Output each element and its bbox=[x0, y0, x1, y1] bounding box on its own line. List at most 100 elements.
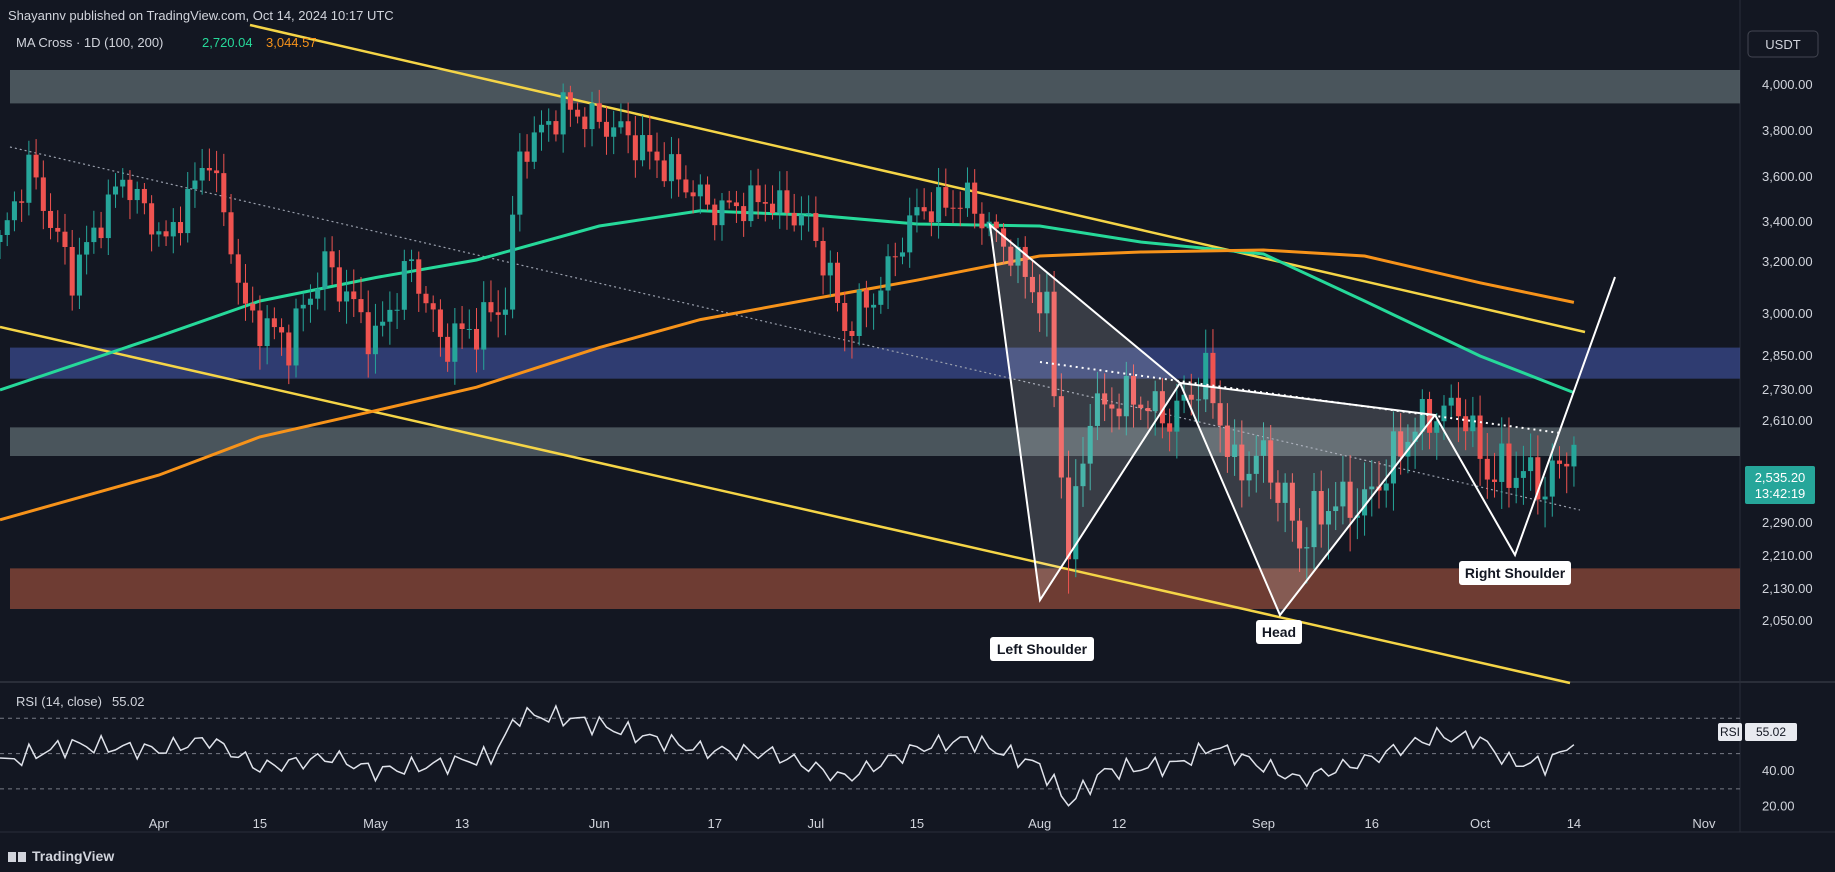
price-axis[interactable]: 4,000.00 3,800.00 3,600.00 3,400.00 3,200.00… bbox=[1762, 77, 1813, 628]
candle[interactable] bbox=[257, 295, 263, 370]
candle[interactable] bbox=[214, 150, 220, 193]
candle[interactable] bbox=[1253, 435, 1259, 493]
candle[interactable] bbox=[1506, 417, 1512, 508]
candle[interactable] bbox=[1260, 422, 1267, 483]
price-zone[interactable] bbox=[10, 347, 1740, 379]
candle[interactable] bbox=[899, 237, 906, 265]
candle[interactable] bbox=[401, 249, 407, 320]
candle[interactable] bbox=[19, 189, 25, 222]
candle[interactable] bbox=[582, 107, 588, 148]
candle[interactable] bbox=[921, 188, 927, 220]
candle[interactable] bbox=[300, 292, 306, 332]
candle[interactable] bbox=[1022, 236, 1028, 299]
candle[interactable] bbox=[1455, 382, 1461, 443]
candle[interactable] bbox=[26, 140, 32, 216]
candle[interactable] bbox=[1080, 436, 1086, 507]
candle[interactable] bbox=[936, 167, 942, 239]
candle[interactable] bbox=[1325, 488, 1331, 560]
candle[interactable] bbox=[1484, 433, 1490, 499]
candle[interactable] bbox=[625, 102, 631, 154]
candle[interactable] bbox=[834, 252, 841, 312]
candle[interactable] bbox=[1138, 396, 1144, 420]
candle[interactable] bbox=[1304, 527, 1310, 584]
candle[interactable] bbox=[315, 272, 321, 310]
candle[interactable] bbox=[387, 291, 393, 345]
candle[interactable] bbox=[55, 210, 61, 243]
candle[interactable] bbox=[1015, 237, 1021, 284]
candle[interactable] bbox=[1203, 329, 1209, 413]
candle[interactable] bbox=[1051, 271, 1057, 408]
candle[interactable] bbox=[575, 102, 581, 124]
candle[interactable] bbox=[1275, 470, 1281, 522]
candle[interactable] bbox=[1463, 399, 1469, 451]
candle[interactable] bbox=[221, 153, 227, 227]
candle[interactable] bbox=[1556, 446, 1563, 479]
candle[interactable] bbox=[517, 133, 523, 232]
candle[interactable] bbox=[676, 138, 682, 197]
candle[interactable] bbox=[394, 293, 400, 329]
candle[interactable] bbox=[365, 290, 371, 378]
candle[interactable] bbox=[957, 191, 963, 227]
candle[interactable] bbox=[423, 286, 429, 313]
candle[interactable] bbox=[84, 225, 90, 275]
candle[interactable] bbox=[1224, 403, 1230, 473]
candle[interactable] bbox=[1333, 481, 1339, 531]
candle[interactable] bbox=[770, 185, 776, 220]
candle[interactable] bbox=[1167, 408, 1173, 452]
right-shoulder-path[interactable] bbox=[1434, 276, 1616, 558]
candle[interactable] bbox=[286, 324, 292, 385]
candle[interactable] bbox=[1152, 380, 1158, 436]
candle[interactable] bbox=[538, 110, 545, 151]
candle[interactable] bbox=[322, 237, 328, 311]
candle[interactable] bbox=[1123, 361, 1129, 436]
candle[interactable] bbox=[1347, 455, 1353, 552]
candle[interactable] bbox=[235, 238, 241, 305]
candle[interactable] bbox=[1102, 373, 1108, 422]
candle[interactable] bbox=[0, 230, 3, 259]
candle[interactable] bbox=[502, 287, 508, 336]
candle[interactable] bbox=[40, 160, 46, 230]
candle[interactable] bbox=[849, 321, 855, 359]
candle[interactable] bbox=[1477, 395, 1483, 486]
candle[interactable] bbox=[351, 269, 357, 317]
candle[interactable] bbox=[647, 115, 653, 170]
candle[interactable] bbox=[524, 134, 530, 179]
candle[interactable] bbox=[1412, 417, 1418, 469]
candle[interactable] bbox=[1008, 239, 1014, 277]
candle[interactable] bbox=[372, 303, 378, 374]
candle[interactable] bbox=[279, 318, 285, 356]
candle[interactable] bbox=[1564, 452, 1570, 494]
rsi-legend[interactable]: RSI (14, close) 55.02 bbox=[16, 694, 145, 709]
candle[interactable] bbox=[979, 202, 985, 245]
candle[interactable] bbox=[242, 264, 249, 321]
candle[interactable] bbox=[120, 168, 126, 198]
candle[interactable] bbox=[380, 301, 386, 337]
candle[interactable] bbox=[495, 290, 501, 338]
candle[interactable] bbox=[33, 139, 39, 190]
currency-button[interactable]: USDT bbox=[1747, 30, 1819, 58]
candle[interactable] bbox=[878, 276, 884, 314]
candle[interactable] bbox=[344, 269, 350, 324]
candle[interactable] bbox=[755, 168, 761, 219]
candle[interactable] bbox=[813, 196, 819, 248]
candle[interactable] bbox=[589, 91, 595, 147]
candle[interactable] bbox=[62, 213, 68, 265]
candle[interactable] bbox=[199, 148, 205, 195]
candle[interactable] bbox=[437, 299, 443, 357]
candle[interactable] bbox=[481, 281, 487, 370]
candle[interactable] bbox=[271, 307, 277, 340]
head-label[interactable]: Head bbox=[1256, 620, 1302, 644]
candle[interactable] bbox=[336, 250, 342, 312]
candle[interactable] bbox=[553, 110, 559, 142]
candle[interactable] bbox=[1037, 274, 1043, 332]
candle[interactable] bbox=[777, 171, 783, 229]
candle[interactable] bbox=[1289, 473, 1295, 542]
candle[interactable] bbox=[697, 174, 703, 214]
candle[interactable] bbox=[950, 190, 956, 224]
candle[interactable] bbox=[264, 305, 270, 365]
candle[interactable] bbox=[466, 309, 472, 339]
time-axis[interactable]: Apr 15 May 13 Jun 17 Jul 15 Aug 12 Sep 16 Oct 14 Nov bbox=[149, 816, 1716, 831]
candle[interactable] bbox=[307, 284, 313, 323]
channel-mid-dotted-line[interactable] bbox=[9, 146, 1581, 511]
candle[interactable] bbox=[683, 165, 689, 199]
